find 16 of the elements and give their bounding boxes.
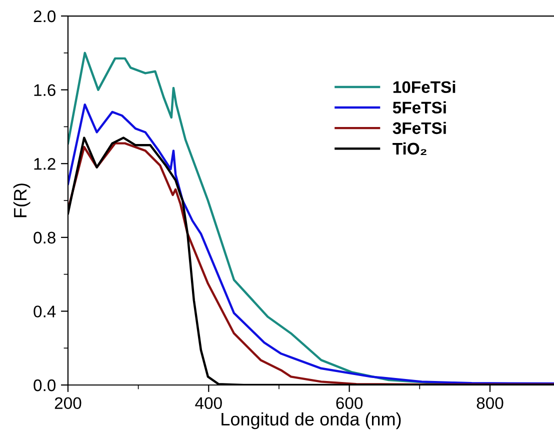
legend-label: TiO₂ (392, 142, 426, 155)
x-tick-label: 200 (54, 397, 82, 410)
x-tick-label: 800 (476, 397, 504, 410)
y-tick-label: 1.6 (34, 84, 56, 96)
y-tick-label: 1.2 (34, 158, 56, 170)
x-axis-title: Longitud de onda (nm) (222, 412, 401, 430)
y-tick-label: 0.4 (34, 306, 56, 318)
y-axis-title: F(R) (13, 184, 30, 218)
y-tick-label: 2.0 (34, 10, 56, 22)
y-tick-label: 0.0 (34, 379, 56, 392)
x-tick-label: 600 (336, 397, 363, 410)
y-tick-label: 0.8 (34, 232, 56, 244)
legend-label: 5FeTSi (392, 101, 446, 114)
x-tick-label: 400 (195, 397, 222, 410)
legend-label: 10FeTSi (393, 80, 456, 93)
legend-label: 3FeTSi (392, 122, 446, 134)
